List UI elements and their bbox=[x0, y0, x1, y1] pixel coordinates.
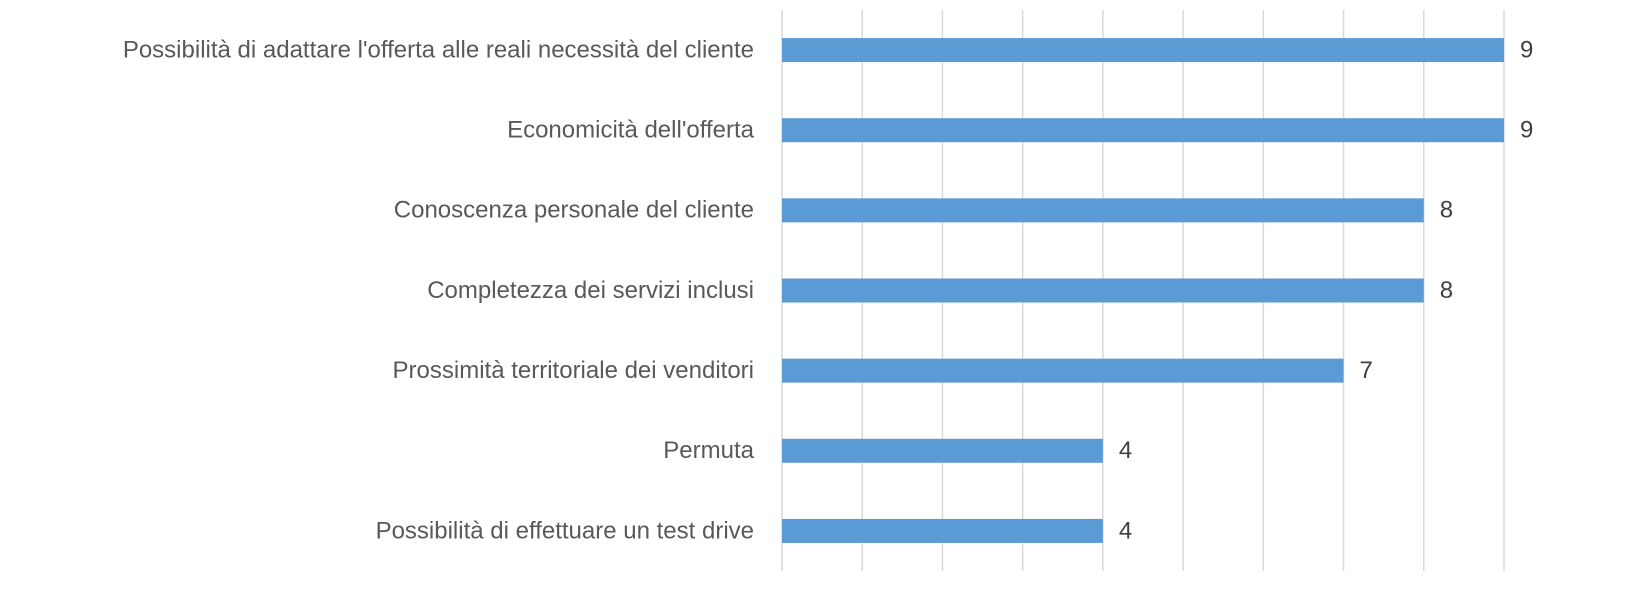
bar bbox=[782, 278, 1424, 303]
data-label: 9 bbox=[1520, 36, 1533, 63]
y-tick-label: Economicità dell'offerta bbox=[507, 117, 755, 144]
bar bbox=[782, 118, 1504, 143]
y-tick-label: Possibilità di effettuare un test drive bbox=[376, 517, 754, 544]
y-tick-label: Conoscenza personale del cliente bbox=[394, 197, 754, 224]
data-label: 8 bbox=[1440, 197, 1453, 224]
bar bbox=[782, 518, 1103, 543]
y-tick-label: Prossimità territoriale dei venditori bbox=[393, 357, 754, 384]
bar bbox=[782, 438, 1103, 463]
bar bbox=[782, 358, 1344, 383]
data-label: 4 bbox=[1119, 437, 1132, 464]
y-tick-label: Completezza dei servizi inclusi bbox=[427, 277, 754, 304]
data-label: 9 bbox=[1520, 117, 1533, 144]
data-label: 8 bbox=[1440, 277, 1453, 304]
bar bbox=[782, 198, 1424, 223]
y-tick-label: Permuta bbox=[663, 437, 754, 464]
data-label: 4 bbox=[1119, 517, 1132, 544]
bar bbox=[782, 38, 1504, 63]
data-label: 7 bbox=[1360, 357, 1373, 384]
y-tick-label: Possibilità di adattare l'offerta alle r… bbox=[123, 36, 754, 63]
